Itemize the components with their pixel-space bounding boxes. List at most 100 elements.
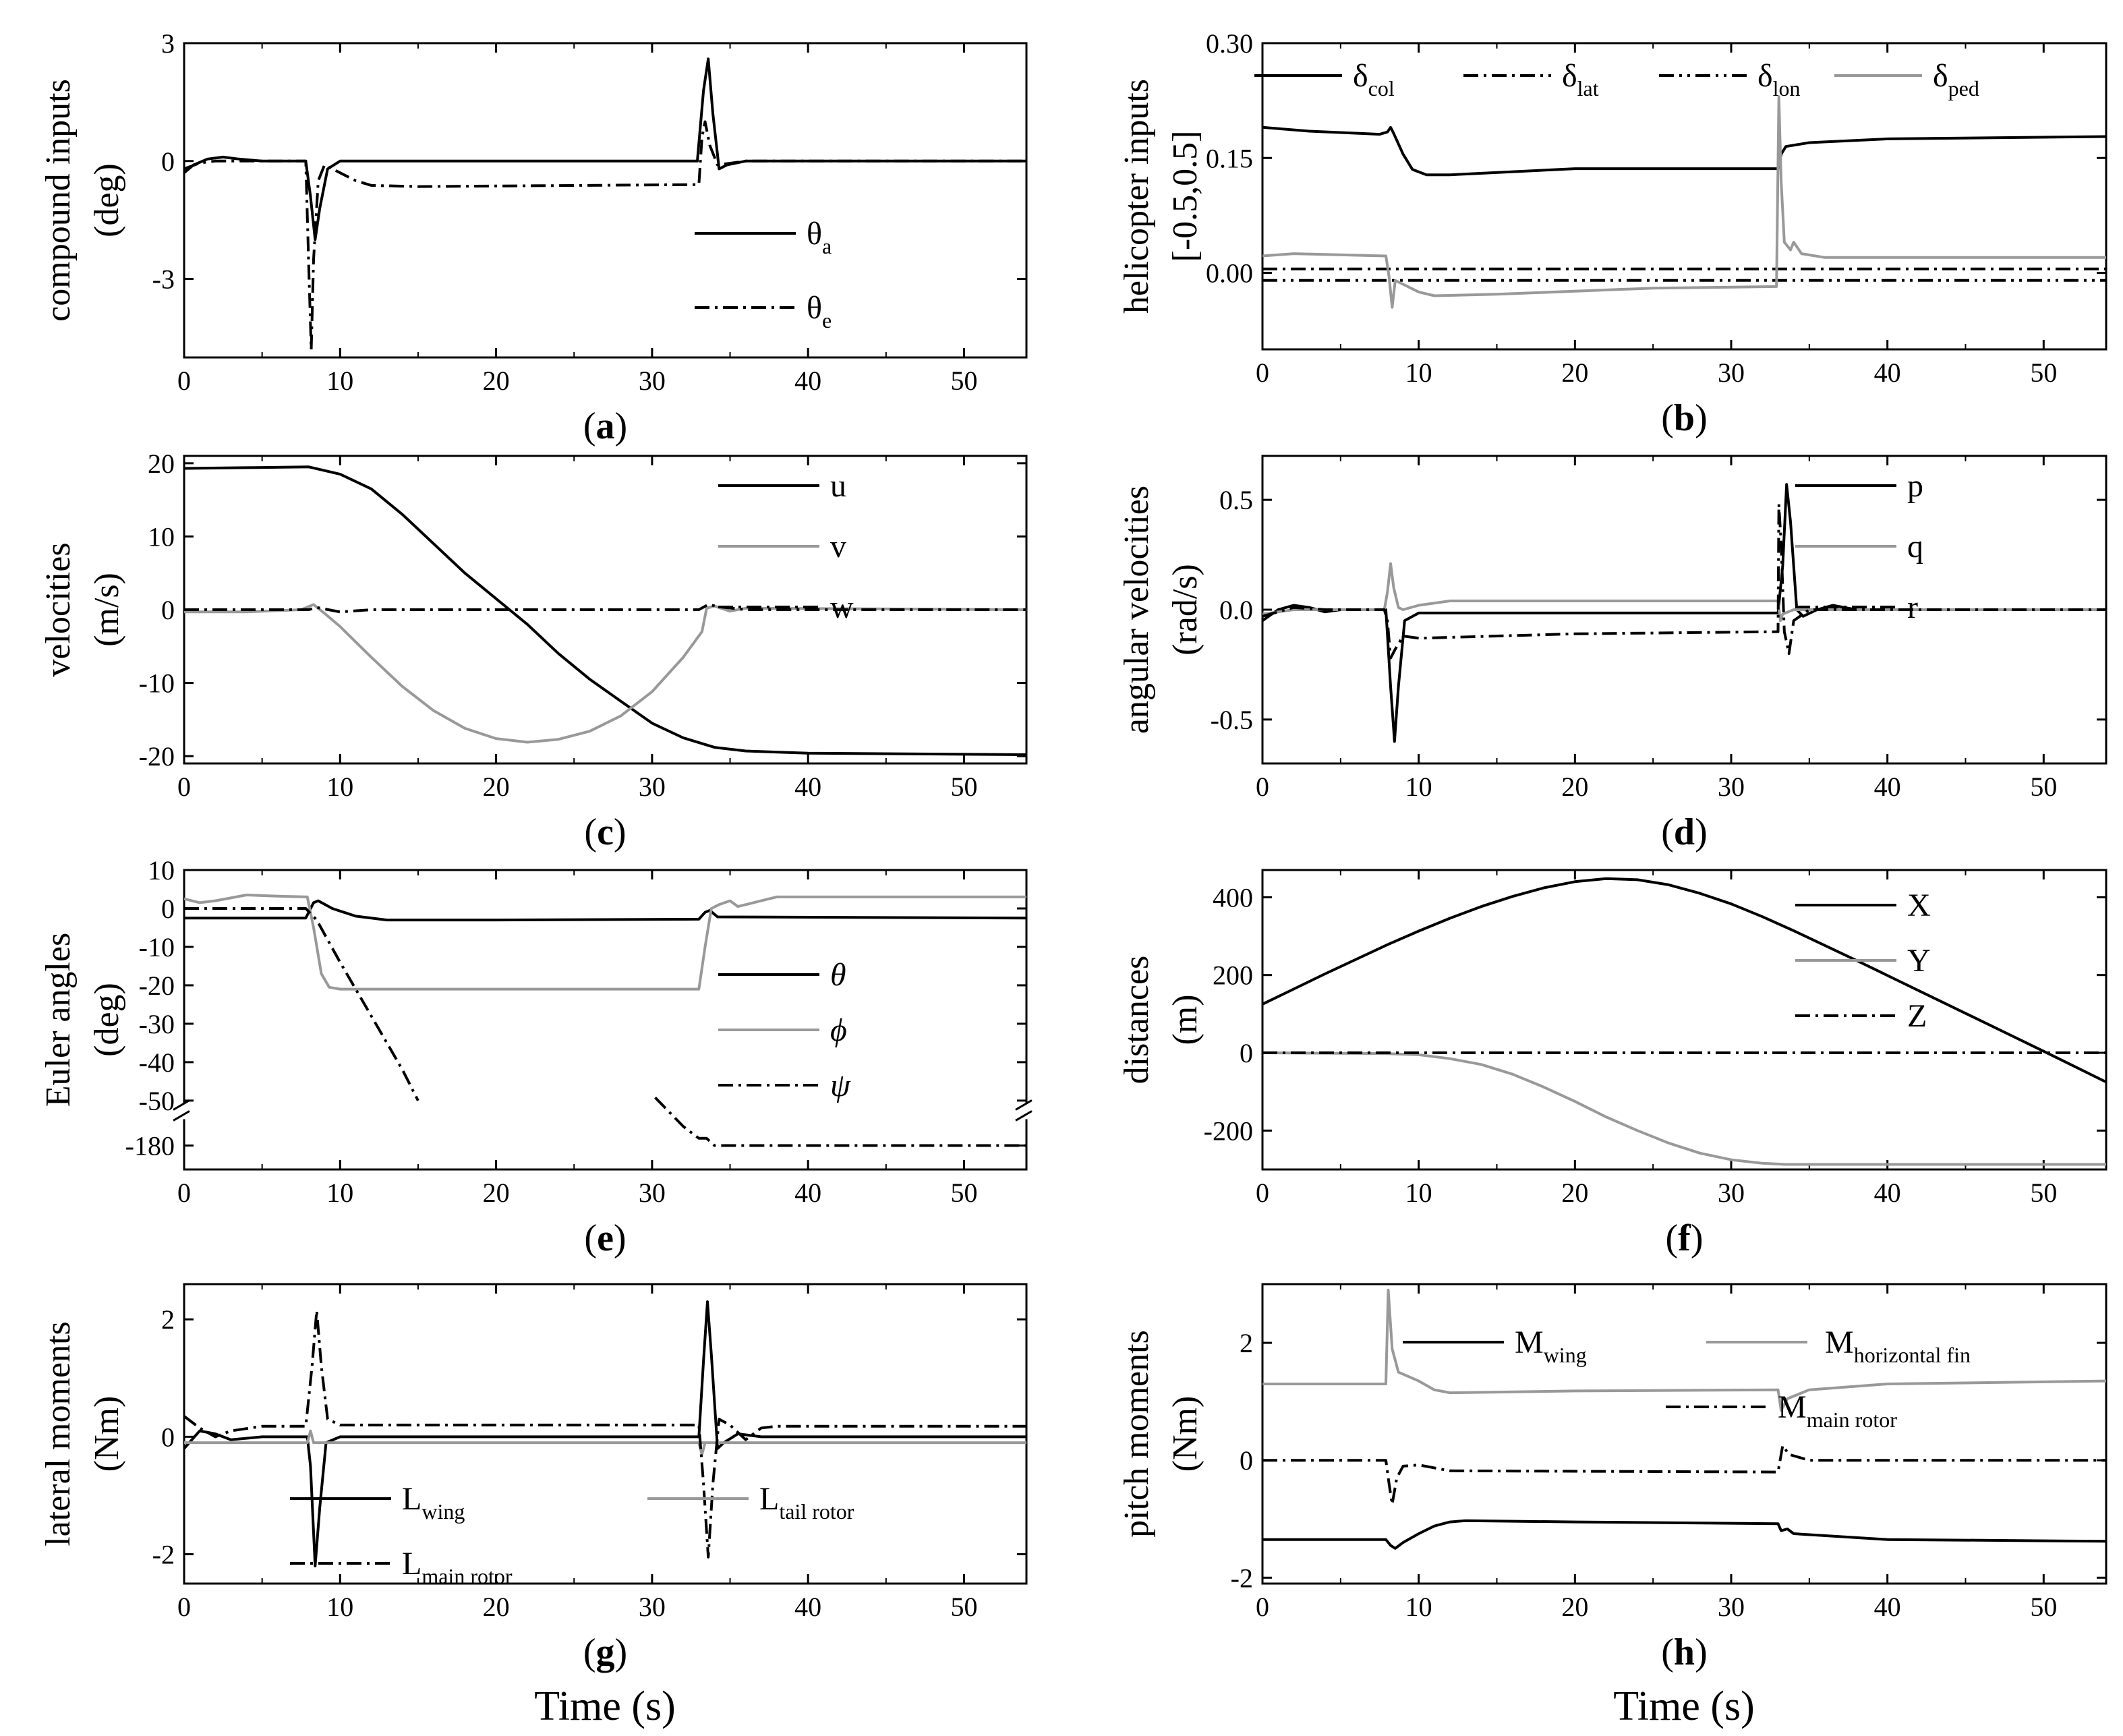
legend-symbol: u	[830, 468, 846, 504]
panel-letter: d	[1674, 811, 1695, 853]
x-tick-label: 20	[1561, 1178, 1588, 1208]
chart-panel-f: 0 10 20 30 40 50 -200 0 200 400 distances (m) (f) XYZ	[1117, 869, 2107, 1259]
legend-label-2: r	[1907, 589, 1918, 625]
chart-panel-b: 0 10 20 30 40 50 0.00 0.15 0.30 helicopter inputs…	[1117, 28, 2107, 439]
legend-label-3: δped	[1933, 58, 1979, 100]
y-tick-label: 0.15	[1206, 143, 1253, 173]
panel-letter: f	[1678, 1217, 1691, 1259]
x-tick-label: 30	[1718, 357, 1745, 388]
x-tick-label: 10	[1405, 772, 1432, 802]
series-group-d	[1262, 483, 2106, 743]
y-tick-label: 10	[148, 855, 175, 886]
legend-symbol: θ	[807, 216, 822, 252]
legend-subscript: main rotor	[1807, 1408, 1898, 1432]
x-tick-label: 40	[794, 772, 821, 802]
x-tick-label: 40	[794, 1592, 821, 1622]
x-tick-label: 10	[1405, 1592, 1432, 1622]
y-tick-label: -40	[139, 1047, 175, 1078]
series-line-g-2	[184, 1309, 1026, 1559]
panel-label-b: (b)	[1661, 397, 1707, 439]
series-group-h	[1262, 1288, 2106, 1550]
legend-subscript: horizontal fin	[1854, 1343, 1971, 1367]
series-group-a	[184, 57, 1026, 351]
x-tick-label: 20	[1561, 357, 1588, 388]
axis-break-mark	[1015, 1110, 1033, 1122]
x-tick-label: 30	[1718, 1592, 1745, 1622]
y-axis-title-line-0: compound inputs	[39, 79, 78, 322]
x-tick-label: 40	[1874, 1592, 1901, 1622]
legend-c: uvw	[718, 468, 854, 625]
series-line-h-0	[1262, 1519, 2106, 1550]
y-axis-title-line-1: (Nm)	[1166, 1396, 1204, 1472]
series-line-d-2	[1262, 502, 2106, 660]
x-tick-label: 50	[2030, 1592, 2057, 1622]
y-tick-label: -2	[152, 1539, 175, 1569]
x-tick-label: 50	[2030, 1178, 2057, 1208]
legend-label-2: δlon	[1757, 58, 1801, 100]
legend-symbol: δ	[1562, 58, 1577, 94]
legend-symbol: r	[1907, 589, 1918, 625]
legend-label-1: θe	[807, 290, 832, 332]
x-tick-label: 40	[1874, 357, 1901, 388]
legend-symbol: M	[1778, 1389, 1807, 1425]
paren: (	[584, 1217, 597, 1259]
x-tick-label: 30	[1718, 772, 1745, 802]
x-tick-label: 0	[177, 366, 191, 396]
panel-label-a: (a)	[583, 405, 627, 447]
y-tick-label: 0	[161, 146, 175, 177]
x-tick-label: 0	[1256, 1178, 1269, 1208]
x-tick-label: 30	[639, 1592, 666, 1622]
series-line-b-3	[1262, 95, 2106, 309]
x-tick-label: 50	[950, 1178, 977, 1208]
x-tick-label: 50	[950, 772, 977, 802]
x-tick-label: 10	[326, 366, 353, 396]
paren: (	[583, 1631, 596, 1673]
legend-b: δcol δlat δlon δped	[1254, 58, 1979, 100]
y-tick-label: -20	[139, 741, 175, 772]
panel-letter: b	[1674, 397, 1695, 439]
legend-subscript: col	[1368, 76, 1395, 100]
series-group-c	[184, 465, 1026, 756]
y-tick-label: 0	[161, 1422, 175, 1452]
x-tick-label: 0	[1256, 772, 1269, 802]
legend-label-0: θ	[830, 957, 846, 993]
y-tick-label: -10	[139, 932, 175, 962]
paren: (	[583, 405, 596, 447]
x-tick-label: 10	[326, 772, 353, 802]
x-tick-label: 20	[483, 1592, 510, 1622]
x-tick-label: 20	[483, 772, 510, 802]
legend-d: pqr	[1795, 468, 1923, 625]
series-line-h-1	[1262, 1288, 2106, 1412]
y-tick-label: -30	[139, 1009, 175, 1039]
legend-label-2: Lmain rotor	[402, 1546, 513, 1588]
y-axis-title-line-0: velocities	[39, 542, 78, 676]
plot-frame-h	[1261, 1283, 2107, 1585]
legend-label-0: θa	[807, 216, 832, 258]
y-tick-label: 0	[1240, 1038, 1253, 1068]
legend-subscript: e	[822, 308, 832, 332]
series-line-d-1	[1262, 562, 2106, 623]
series-line-a-0	[184, 57, 1026, 241]
legend-label-2: Z	[1907, 998, 1927, 1034]
x-tick-label: 40	[1874, 1178, 1901, 1208]
series-line-e-1	[184, 894, 1026, 991]
legend-symbol: M	[1515, 1325, 1544, 1360]
series-line-f-1	[1262, 1051, 2106, 1166]
y-axis-title-line-0: angular velocities	[1117, 486, 1156, 734]
legend-e: θϕψ	[718, 957, 851, 1103]
paren: )	[615, 405, 628, 447]
y-axis-title-line-1: (rad/s)	[1166, 564, 1204, 656]
series-line-e-3	[654, 1097, 1026, 1147]
axis-break-gap	[175, 1103, 194, 1120]
x-tick-label: 10	[326, 1592, 353, 1622]
x-tick-label: 10	[1405, 357, 1432, 388]
panel-label-g: (g)	[583, 1631, 627, 1673]
panel-label-e: (e)	[584, 1217, 626, 1259]
paren: )	[614, 811, 627, 853]
panel-label-h: (h)	[1661, 1631, 1707, 1673]
legend-symbol: X	[1907, 888, 1931, 923]
axis-break-mark	[173, 1110, 190, 1122]
